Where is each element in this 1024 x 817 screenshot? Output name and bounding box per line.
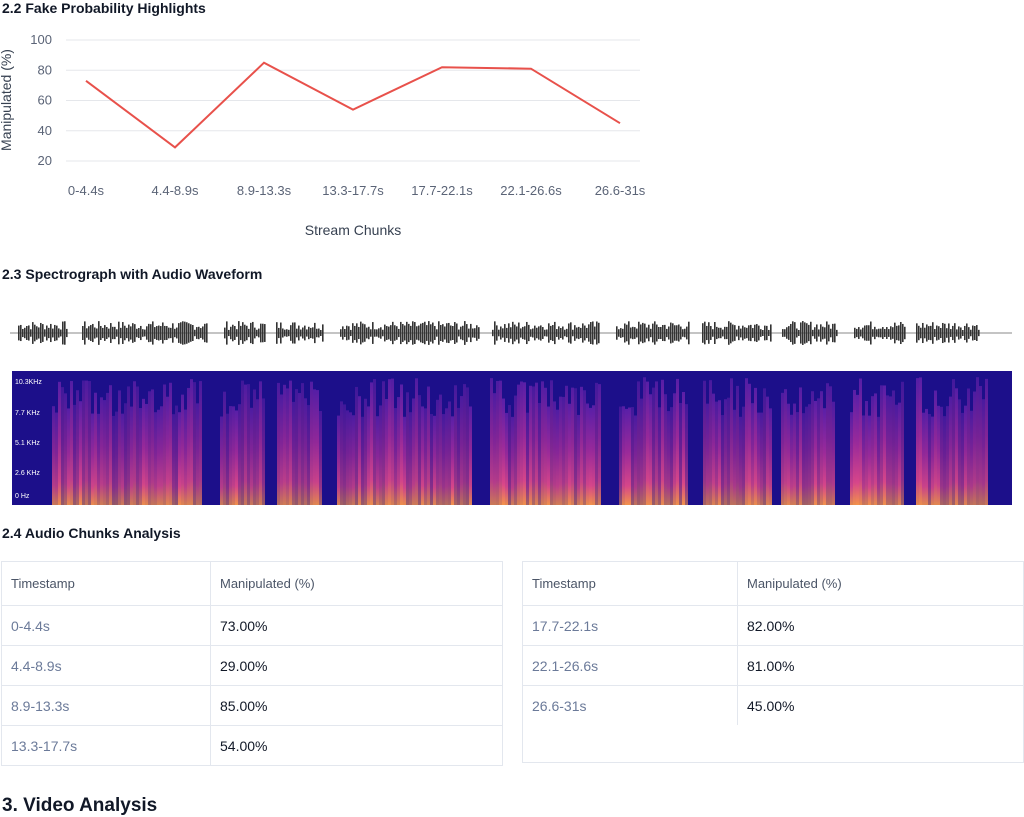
y-tick-label: 100 <box>30 32 52 47</box>
manipulated-cell: 54.00% <box>220 737 268 754</box>
x-tick-label: 17.7-22.1s <box>411 183 473 198</box>
timestamp-cell: 17.7-22.1s <box>523 606 738 645</box>
table-row: 13.3-17.7s 54.00% <box>2 726 502 765</box>
table-header-row: Timestamp Manipulated (%) <box>523 562 1023 606</box>
spectrogram: 10.3KHz 7.7 KHz 5.1 KHz 2.6 KHz 0 Hz <box>12 371 1012 505</box>
timestamp-header: Timestamp <box>523 562 738 605</box>
freq-label: 2.6 KHz <box>15 470 40 477</box>
timestamp-header: Timestamp <box>2 562 211 605</box>
x-tick-label: 0-4.4s <box>68 183 105 198</box>
manipulated-cell: 81.00% <box>747 657 795 674</box>
timestamp-cell: 13.3-17.7s <box>2 726 211 765</box>
manipulated-cell: 29.00% <box>220 657 268 674</box>
video-analysis-title: 3. Video Analysis <box>2 795 158 816</box>
y-tick-label: 20 <box>38 153 52 168</box>
table-header-row: Timestamp Manipulated (%) <box>2 562 502 606</box>
manipulated-cell: 85.00% <box>220 697 268 714</box>
table-row: 22.1-26.6s 81.00% <box>523 646 1023 686</box>
fake-probability-chart: 20 40 60 80 100 0-4.4s 4.4-8.9s 8.9-13.3s 13.3-… <box>0 32 646 238</box>
manipulated-cell: 45.00% <box>747 697 795 714</box>
table-row: 8.9-13.3s 85.00% <box>2 686 502 726</box>
x-tick-label: 22.1-26.6s <box>500 183 562 198</box>
audio-waveform <box>10 321 1012 345</box>
manipulated-header: Manipulated (%) <box>747 576 842 591</box>
table-row: 4.4-8.9s 29.00% <box>2 646 502 686</box>
timestamp-cell: 0-4.4s <box>2 606 211 645</box>
table-row: 26.6-31s 45.00% <box>523 686 1023 725</box>
y-tick-label: 60 <box>38 93 52 108</box>
x-tick-label: 8.9-13.3s <box>237 183 292 198</box>
series-line <box>85 61 621 149</box>
y-tick-label: 40 <box>38 123 52 138</box>
freq-label: 5.1 KHz <box>15 440 40 447</box>
timestamp-cell: 4.4-8.9s <box>2 646 211 685</box>
table-row: 17.7-22.1s 82.00% <box>523 606 1023 646</box>
spectrograph-title: 2.3 Spectrograph with Audio Waveform <box>2 266 263 282</box>
manipulated-cell: 73.00% <box>220 617 268 634</box>
freq-label: 0 Hz <box>15 493 30 500</box>
manipulated-header: Manipulated (%) <box>220 576 315 591</box>
timestamp-cell: 26.6-31s <box>523 686 738 725</box>
audio-chunks-title: 2.4 Audio Chunks Analysis <box>2 525 181 541</box>
chunks-table-left: Timestamp Manipulated (%) 0-4.4s 73.00% … <box>1 561 503 766</box>
x-axis-title: Stream Chunks <box>305 222 401 238</box>
y-axis-title: Manipulated (%) <box>0 49 14 151</box>
freq-label: 7.7 KHz <box>15 410 40 417</box>
timestamp-cell: 22.1-26.6s <box>523 646 738 685</box>
timestamp-cell: 8.9-13.3s <box>2 686 211 725</box>
y-tick-label: 80 <box>38 62 52 77</box>
x-tick-label: 26.6-31s <box>595 183 646 198</box>
manipulated-cell: 82.00% <box>747 617 795 634</box>
fake-probability-title: 2.2 Fake Probability Highlights <box>2 0 206 16</box>
x-tick-label: 13.3-17.7s <box>322 183 384 198</box>
chunks-table-right: Timestamp Manipulated (%) 17.7-22.1s 82.… <box>522 561 1024 763</box>
table-row: 0-4.4s 73.00% <box>2 606 502 646</box>
x-tick-label: 4.4-8.9s <box>152 183 199 198</box>
freq-label: 10.3KHz <box>15 379 42 386</box>
